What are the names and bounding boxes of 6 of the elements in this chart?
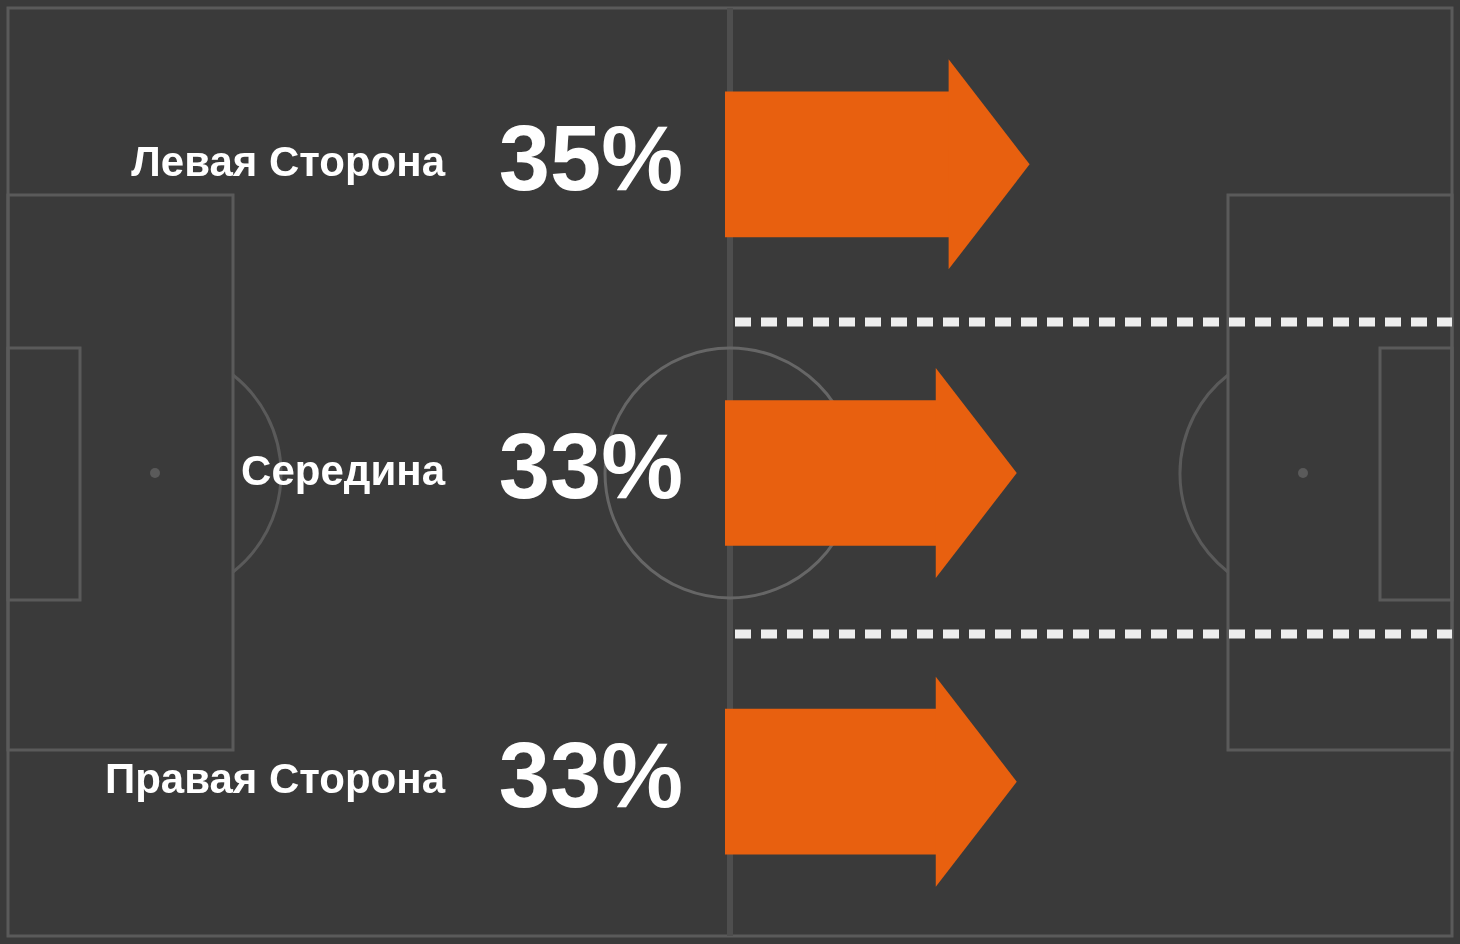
data-label: 35% xyxy=(498,106,683,209)
y-tick-label: Правая Сторона xyxy=(104,755,446,803)
y-tick-label: Левая Сторона xyxy=(131,137,446,185)
data-label: 33% xyxy=(498,724,683,827)
y-tick-label: Середина xyxy=(241,446,446,494)
data-label: 33% xyxy=(498,415,683,518)
